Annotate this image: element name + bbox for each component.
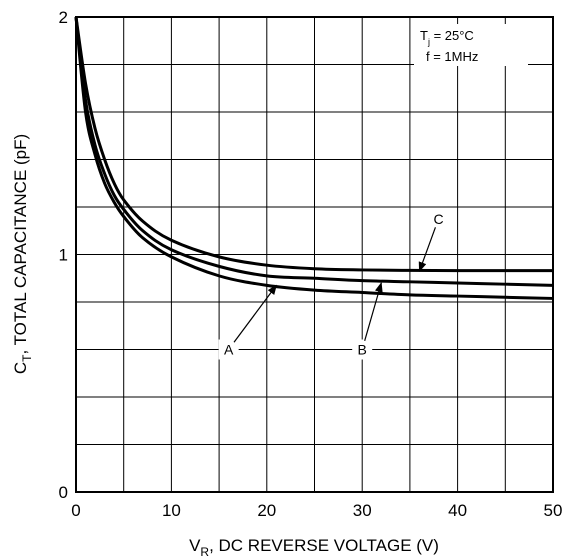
condition-text: f = 1MHz [426,49,478,64]
x-tick-label: 10 [162,501,181,520]
annotation-arrow [418,227,436,273]
grid-lines [76,17,553,492]
annotation-label-c: C [433,211,443,227]
conditions-box [414,24,528,66]
curve-a [74,16,554,300]
y-tick-label: 0 [59,483,68,502]
y-tick-label: 1 [59,246,68,265]
y-axis-label: CT, TOTAL CAPACITANCE (pF) [11,134,34,374]
annotation-label-a: A [224,342,234,358]
annotation-arrow [233,284,277,343]
annotation-label-bg [428,208,449,229]
x-axis-label: VR, DC REVERSE VOLTAGE (V) [189,536,439,557]
y-tick-label: 2 [59,8,68,27]
x-tick-label: 20 [257,501,276,520]
curve-c [74,16,553,273]
curve-b [74,16,554,287]
condition-text: Tj = 25°C [420,28,474,47]
x-tick-label: 0 [71,501,80,520]
x-tick-label: 30 [353,501,372,520]
x-tick-label: 40 [448,501,467,520]
x-tick-label: 50 [544,501,563,520]
annotation-arrow [364,282,383,342]
annotation-label-b: B [358,342,367,358]
plot-frame [75,16,554,493]
annotation-label-bg [352,339,373,360]
annotation-label-bg [218,339,239,360]
